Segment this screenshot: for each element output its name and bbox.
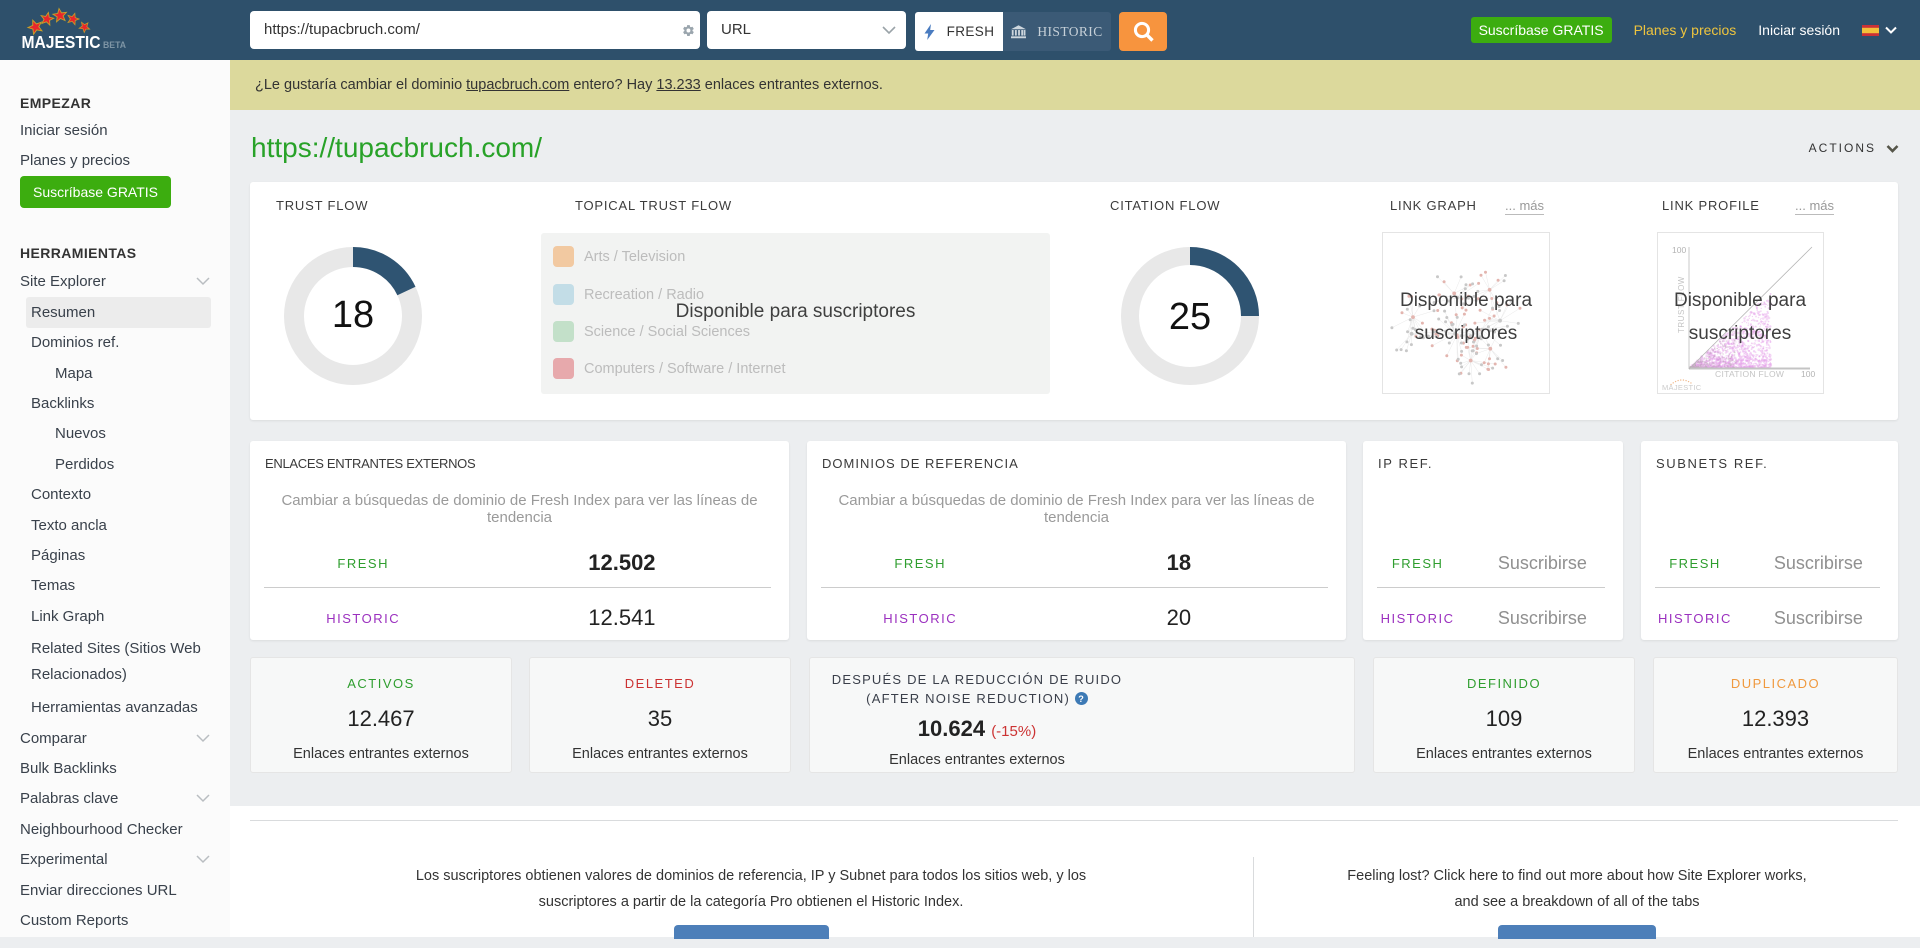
svg-text:BETA: BETA xyxy=(103,40,126,51)
svg-text:?: ? xyxy=(1078,694,1085,704)
svg-text:MAJESTIC: MAJESTIC xyxy=(22,32,101,52)
svg-text:100: 100 xyxy=(1801,369,1815,379)
svg-text:100: 100 xyxy=(1672,245,1686,255)
svg-text:CITATION FLOW: CITATION FLOW xyxy=(1715,369,1784,379)
svg-text:MAJESTIC: MAJESTIC xyxy=(1662,383,1702,392)
